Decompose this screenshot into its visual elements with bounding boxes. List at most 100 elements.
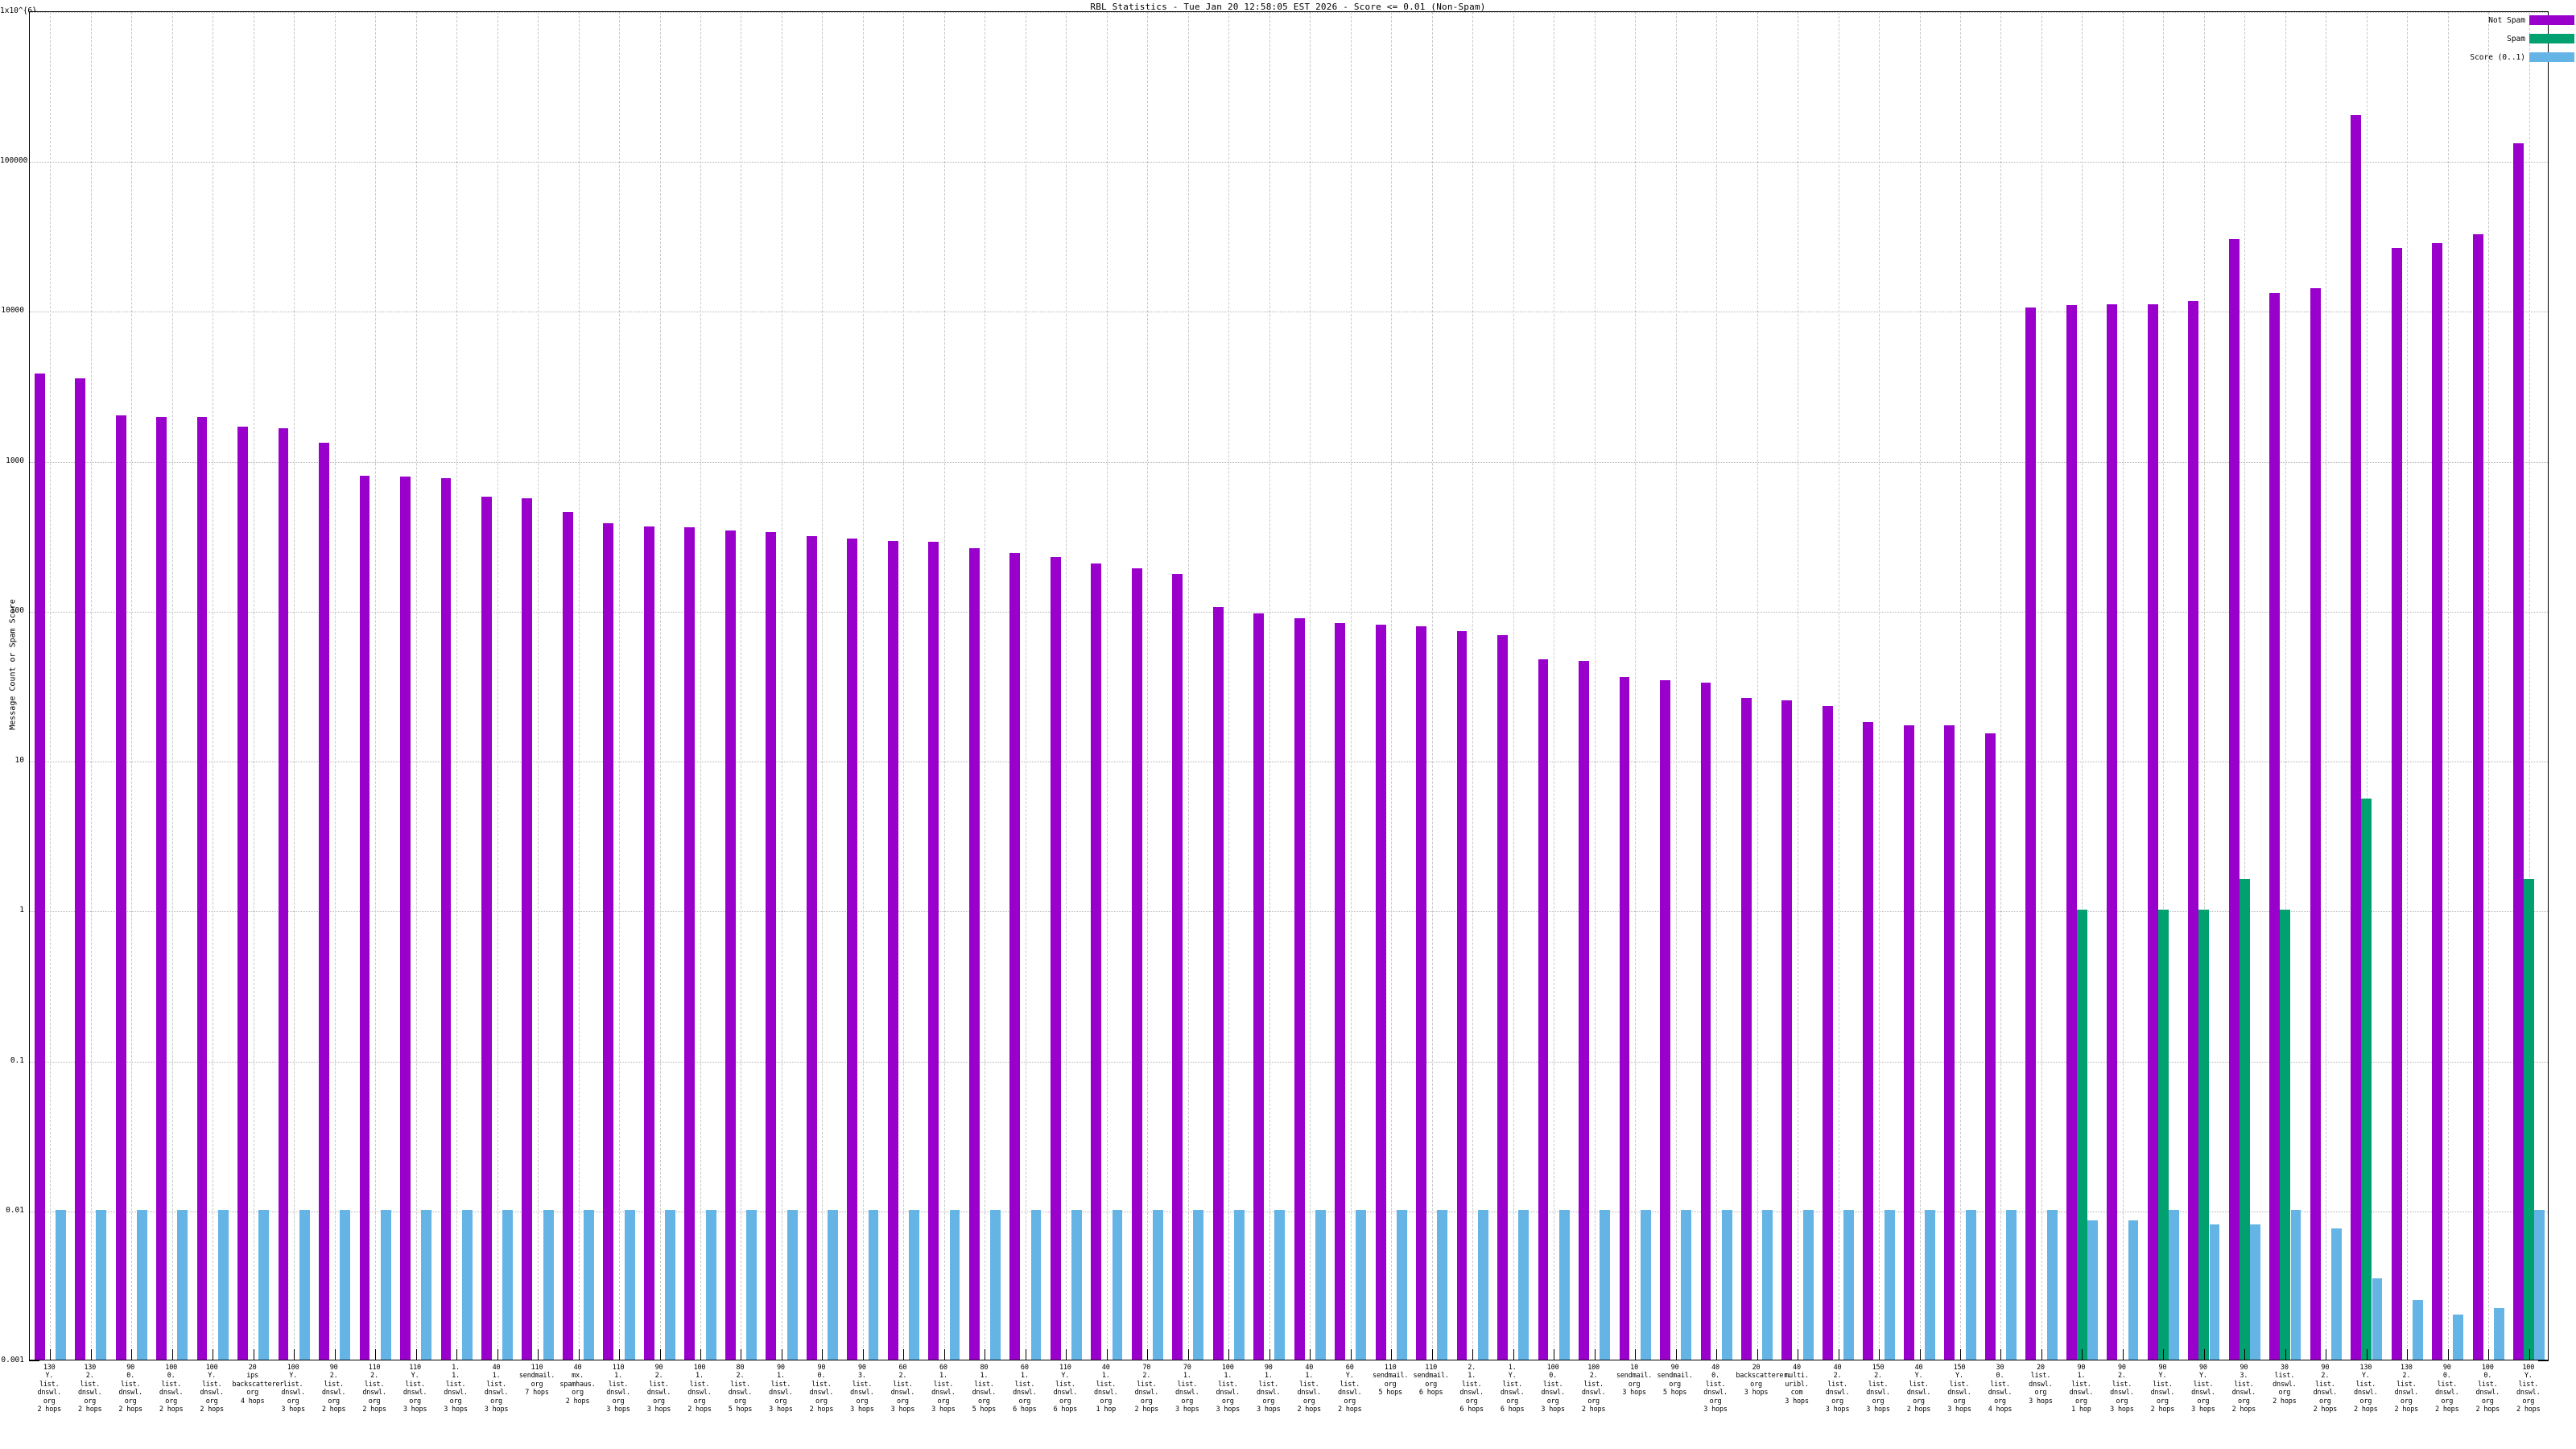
bar-not-spam xyxy=(1456,631,1468,1360)
y-major-tick xyxy=(29,1360,39,1361)
bar-not-spam xyxy=(1619,676,1630,1360)
y-tick-label: 0.001 xyxy=(1,1356,24,1364)
bar-not-spam xyxy=(1497,635,1508,1360)
gridline-vertical xyxy=(375,12,377,1360)
x-tick-label: 110 1. list. dnswl. org 3 hops xyxy=(606,1364,630,1414)
bar-not-spam xyxy=(1740,697,1752,1360)
x-tick xyxy=(1350,1349,1352,1360)
x-tick-label: 90 2. list. dnswl. org 3 hops xyxy=(646,1364,671,1414)
bar-not-spam xyxy=(481,497,492,1360)
gridline-vertical xyxy=(1431,12,1433,1360)
x-tick xyxy=(822,1349,824,1360)
bar-score xyxy=(1762,1209,1773,1360)
x-tick xyxy=(1757,1349,1758,1360)
bar-score xyxy=(2046,1209,2058,1360)
gridline-vertical xyxy=(334,12,336,1360)
x-tick-label: 90 0. list. dnswl. org 2 hops xyxy=(2435,1364,2459,1414)
bar-not-spam xyxy=(806,536,817,1360)
x-tick xyxy=(659,1349,661,1360)
bar-not-spam xyxy=(887,540,898,1360)
bar-score xyxy=(258,1209,270,1360)
x-tick-label: 90 2. list. dnswl. org 3 hops xyxy=(2110,1364,2134,1414)
bar-spam xyxy=(2280,910,2291,1360)
bar-score xyxy=(1437,1209,1448,1360)
legend-swatch-not-spam xyxy=(2529,15,2574,25)
gridline-vertical xyxy=(2407,12,2409,1360)
bar-score xyxy=(1112,1209,1123,1360)
bar-not-spam xyxy=(1253,613,1265,1360)
gridline-vertical xyxy=(171,12,173,1360)
bar-score xyxy=(990,1209,1001,1360)
bar-not-spam xyxy=(34,373,45,1360)
y-tick-label: 1 xyxy=(19,906,24,915)
bar-score xyxy=(1600,1209,1611,1360)
gridline-vertical xyxy=(1187,12,1189,1360)
gridline-vertical xyxy=(943,12,945,1360)
bar-score xyxy=(1396,1209,1407,1360)
x-tick xyxy=(2082,1349,2083,1360)
x-tick-label: 30 list. dnswl. org 2 hops xyxy=(2273,1364,2297,1406)
bar-not-spam xyxy=(1375,624,1386,1360)
bar-not-spam xyxy=(522,497,533,1360)
bar-not-spam xyxy=(156,416,167,1360)
bar-score xyxy=(705,1209,716,1360)
bar-score xyxy=(55,1209,66,1360)
bar-score xyxy=(868,1209,879,1360)
x-tick xyxy=(943,1349,945,1360)
x-tick-label: 90 0. list. dnswl. org 2 hops xyxy=(809,1364,834,1414)
x-tick xyxy=(1594,1349,1596,1360)
bar-score xyxy=(1518,1209,1530,1360)
x-tick-label: 100 1. list. dnswl. org 2 hops xyxy=(687,1364,712,1414)
bar-score xyxy=(1843,1209,1855,1360)
x-tick-label: 90 Y. list. dnswl. org 3 hops xyxy=(2191,1364,2215,1414)
bar-not-spam xyxy=(196,416,208,1360)
x-tick xyxy=(862,1349,864,1360)
bar-not-spam xyxy=(2147,303,2158,1360)
bar-score xyxy=(2453,1314,2464,1360)
bar-not-spam xyxy=(1131,568,1142,1360)
x-tick xyxy=(2447,1349,2449,1360)
x-tick xyxy=(1879,1349,1880,1360)
bar-spam xyxy=(2239,879,2250,1360)
x-tick-label: 130 Y. list. dnswl. org 2 hops xyxy=(37,1364,61,1414)
gridline-vertical xyxy=(2203,12,2205,1360)
y-tick-label: 1000 xyxy=(6,456,24,465)
x-tick-label: 90 3. list. dnswl. org 2 hops xyxy=(2231,1364,2256,1414)
bar-score xyxy=(1558,1209,1570,1360)
bar-not-spam xyxy=(2066,305,2077,1360)
x-tick-label: 90 1. list. dnswl. org 3 hops xyxy=(769,1364,793,1414)
bar-not-spam xyxy=(2472,234,2483,1360)
x-tick xyxy=(375,1349,377,1360)
x-tick xyxy=(2366,1349,2368,1360)
bar-score xyxy=(217,1209,229,1360)
bar-spam xyxy=(2524,879,2535,1360)
gridline-vertical xyxy=(1959,12,1961,1360)
bar-score xyxy=(2169,1209,2179,1360)
plot-area xyxy=(29,11,2549,1360)
bar-score xyxy=(2250,1224,2260,1360)
x-tick-label: 90 sendmail. org 5 hops xyxy=(1657,1364,1693,1397)
x-tick-label: 60 1. list. dnswl. org 3 hops xyxy=(931,1364,956,1414)
chart-title: RBL Statistics - Tue Jan 20 12:58:05 EST… xyxy=(1090,2,1486,12)
x-tick-label: 80 1. list. dnswl. org 5 hops xyxy=(972,1364,997,1414)
bar-score xyxy=(502,1209,514,1360)
x-tick xyxy=(497,1349,498,1360)
bar-score xyxy=(1477,1209,1488,1360)
bar-score xyxy=(1925,1209,1936,1360)
x-tick xyxy=(578,1349,580,1360)
gridline-vertical xyxy=(2082,12,2083,1360)
x-tick xyxy=(456,1349,458,1360)
x-tick-label: 70 1. list. dnswl. org 3 hops xyxy=(1175,1364,1199,1414)
bar-not-spam xyxy=(1579,660,1589,1360)
gridline-horizontal xyxy=(30,162,2548,163)
gridline-vertical xyxy=(578,12,580,1360)
x-tick xyxy=(1391,1349,1393,1360)
x-tick-label: 100 1. list. dnswl. org 3 hops xyxy=(1216,1364,1241,1414)
x-tick-label: 1. 1. list. dnswl. org 3 hops xyxy=(444,1364,468,1414)
bar-not-spam xyxy=(237,426,248,1360)
x-tick xyxy=(1066,1349,1067,1360)
x-tick-label: 40 1. list. dnswl. org 2 hops xyxy=(1297,1364,1321,1414)
bar-not-spam xyxy=(1822,705,1833,1360)
gridline-vertical xyxy=(497,12,498,1360)
bar-not-spam xyxy=(1781,700,1793,1360)
